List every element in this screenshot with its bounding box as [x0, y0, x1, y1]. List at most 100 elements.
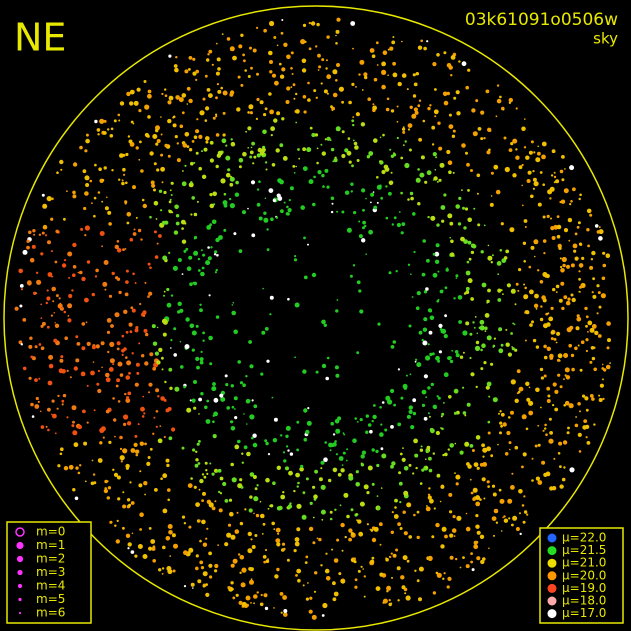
- star: [72, 194, 77, 199]
- star: [241, 567, 247, 573]
- star: [249, 495, 253, 499]
- star: [248, 104, 254, 110]
- star: [31, 244, 36, 249]
- star: [361, 188, 366, 193]
- star: [181, 111, 185, 115]
- star: [44, 234, 48, 237]
- star: [514, 445, 519, 450]
- star: [398, 481, 403, 486]
- star: [521, 465, 524, 469]
- star: [174, 67, 179, 73]
- star: [544, 427, 547, 430]
- star: [436, 223, 440, 227]
- star: [523, 146, 527, 149]
- star: [399, 527, 403, 530]
- star: [479, 319, 485, 325]
- star: [140, 406, 145, 412]
- star: [363, 72, 368, 77]
- star: [204, 119, 208, 122]
- star: [166, 566, 172, 571]
- star: [446, 91, 450, 96]
- star: [539, 280, 544, 284]
- star: [476, 530, 481, 535]
- star: [556, 224, 562, 230]
- star: [69, 376, 72, 379]
- magnitude-label: m=6: [36, 606, 65, 620]
- star: [108, 367, 114, 372]
- star: [192, 448, 196, 452]
- star: [154, 488, 158, 492]
- star: [142, 203, 147, 209]
- star: [116, 378, 121, 383]
- star: [346, 514, 350, 519]
- star: [281, 67, 286, 72]
- star: [204, 405, 208, 410]
- star: [335, 29, 340, 34]
- star: [490, 362, 494, 366]
- star: [399, 501, 402, 504]
- star: [245, 375, 248, 378]
- star: [266, 228, 269, 231]
- star: [557, 373, 561, 377]
- star: [410, 196, 414, 201]
- star: [282, 491, 285, 494]
- star: [308, 609, 313, 614]
- star: [100, 341, 105, 346]
- star: [419, 172, 425, 178]
- star: [81, 276, 86, 282]
- magnitude-marker: [17, 583, 23, 589]
- star: [264, 107, 268, 111]
- star: [446, 267, 449, 270]
- star: [54, 260, 58, 264]
- star: [316, 537, 319, 540]
- star: [72, 162, 78, 167]
- star: [80, 227, 84, 231]
- star: [298, 157, 301, 160]
- star: [511, 523, 514, 527]
- star: [249, 567, 254, 572]
- star: [547, 312, 550, 315]
- magnitude-marker: [17, 569, 23, 576]
- star: [153, 416, 156, 419]
- star: [168, 436, 173, 441]
- star: [602, 263, 607, 268]
- star: [427, 343, 430, 346]
- star: [30, 355, 34, 359]
- star: [212, 420, 215, 424]
- star: [238, 157, 244, 163]
- star: [455, 474, 461, 480]
- star: [213, 411, 219, 417]
- star: [539, 171, 543, 174]
- star: [355, 86, 357, 88]
- star: [209, 575, 213, 579]
- star: [222, 200, 228, 206]
- star: [251, 436, 254, 440]
- star: [441, 412, 445, 416]
- star: [119, 435, 123, 440]
- star: [507, 498, 513, 504]
- star: [105, 377, 111, 383]
- star: [535, 345, 540, 349]
- star: [578, 270, 581, 273]
- star: [385, 107, 390, 112]
- star: [266, 248, 270, 252]
- star: [500, 412, 505, 417]
- star: [446, 149, 451, 155]
- star: [34, 345, 38, 349]
- star: [393, 554, 396, 557]
- star: [484, 330, 487, 332]
- star: [286, 205, 289, 209]
- star: [499, 249, 503, 252]
- star: [324, 138, 327, 141]
- star: [104, 206, 109, 211]
- star: [450, 74, 453, 77]
- star: [487, 485, 490, 488]
- star: [47, 428, 50, 432]
- star: [519, 512, 521, 515]
- star: [365, 253, 368, 255]
- star: [286, 212, 290, 216]
- star: [206, 225, 212, 230]
- star: [486, 446, 491, 452]
- star: [358, 531, 364, 537]
